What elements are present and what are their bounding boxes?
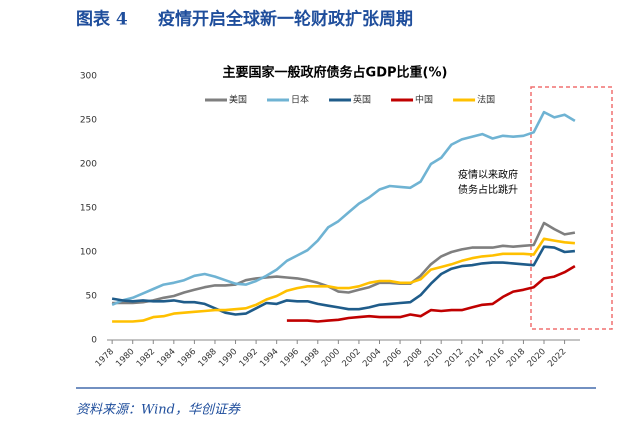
x-tick-label: 1982: [135, 347, 157, 369]
x-tick-label: 1978: [94, 347, 116, 369]
y-tick-label: 250: [80, 116, 97, 126]
x-tick-label: 2022: [546, 347, 568, 369]
x-tick-label: 2002: [340, 347, 362, 369]
legend-label: 日本: [291, 94, 309, 106]
legend-label: 美国: [229, 94, 247, 106]
y-tick-label: 100: [80, 248, 97, 258]
x-tick-label: 2018: [505, 347, 527, 369]
series-line: [111, 110, 576, 306]
x-tick-label: 1984: [155, 347, 177, 369]
x-tick-label: 2014: [464, 347, 486, 369]
x-tick-label: 2012: [443, 347, 465, 369]
source: 资料来源：Wind，华创证券: [76, 403, 241, 418]
x-tick-label: 1990: [217, 347, 239, 369]
chart-title: 主要国家一般政府债务占GDP比重(%): [223, 65, 448, 81]
legend-label: 法国: [477, 94, 495, 106]
y-tick-label: 50: [86, 292, 98, 302]
x-tick-label: 2010: [423, 347, 445, 369]
x-tick-label: 2004: [361, 347, 383, 369]
figure-title: 疫情开启全球新一轮财政扩张周期: [158, 9, 413, 30]
y-tick-label: 150: [80, 204, 97, 214]
series-line: [112, 237, 576, 323]
figure-label: 图表 4: [76, 9, 128, 30]
series-line: [286, 264, 576, 323]
x-tick-label: 1996: [279, 347, 301, 369]
x-tick-label: 2000: [320, 347, 342, 369]
x-tick-label: 1988: [196, 347, 218, 369]
x-tick-label: 1980: [114, 347, 136, 369]
legend-label: 英国: [353, 94, 371, 106]
x-tick-label: 1992: [238, 347, 260, 369]
x-tick-label: 2006: [382, 347, 404, 369]
y-tick-label: 200: [80, 160, 97, 170]
x-tick-label: 1998: [299, 347, 321, 369]
x-tick-label: 2016: [484, 347, 506, 369]
legend-label: 中国: [415, 94, 433, 106]
series-line: [112, 221, 576, 305]
x-tick-label: 2020: [526, 347, 548, 369]
y-tick-label: 300: [80, 72, 97, 82]
x-tick-label: 1986: [176, 347, 198, 369]
series-line: [111, 245, 576, 316]
y-tick-label: 0: [91, 336, 97, 346]
x-tick-label: 2008: [402, 347, 424, 369]
annotation: 债务占比跳升: [458, 183, 518, 196]
annotation: 疫情以来政府: [458, 168, 518, 181]
highlight-box: [530, 86, 613, 330]
x-tick-label: 1994: [258, 347, 280, 369]
